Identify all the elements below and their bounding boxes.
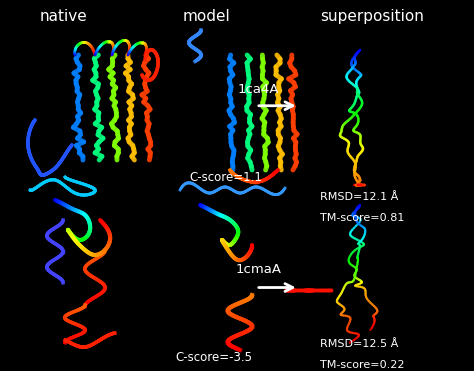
Text: TM-score=0.81: TM-score=0.81 [320,213,404,223]
Text: C-score=-3.5: C-score=-3.5 [175,351,252,364]
Text: RMSD=12.5 Å: RMSD=12.5 Å [320,339,398,349]
Text: 1cmaA: 1cmaA [235,263,282,276]
Text: native: native [40,9,88,24]
Text: RMSD=12.1 Å: RMSD=12.1 Å [320,192,398,202]
Text: TM-score=0.22: TM-score=0.22 [320,360,404,370]
Text: C-score=1.1: C-score=1.1 [190,171,263,184]
Text: superposition: superposition [320,9,424,24]
Text: 1ca4A: 1ca4A [237,83,279,96]
Text: model: model [182,9,230,24]
